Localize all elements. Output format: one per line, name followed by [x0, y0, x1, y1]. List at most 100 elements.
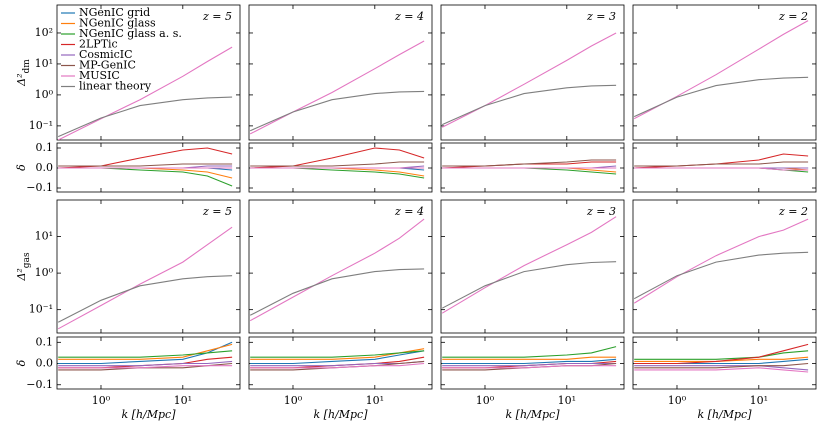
series-line [58, 167, 233, 187]
series-group [634, 153, 809, 173]
x-axis-label: k [h/Mpc] [505, 408, 560, 421]
panel-frame [56, 4, 241, 141]
series-line [442, 167, 617, 175]
series-line [250, 167, 425, 179]
series-line [442, 356, 617, 360]
series-line [634, 161, 809, 167]
legend-label: NGenIC glass a. s. [79, 27, 182, 40]
series-line [634, 343, 809, 365]
series-line [634, 365, 809, 371]
series-line [249, 218, 425, 322]
y-tick-label: 10⁰ [35, 266, 54, 279]
series-line [250, 350, 425, 365]
series-line [58, 167, 233, 179]
legend-label: MUSIC [79, 69, 120, 82]
series-group [250, 348, 425, 371]
panel-frame [632, 336, 817, 390]
panel: z = 2 [632, 4, 817, 141]
y-label-symbol: Δ² [15, 73, 28, 86]
series-line [633, 218, 809, 304]
y-label-subscript: gas [22, 252, 32, 268]
series-line [442, 161, 617, 169]
panel-frame [56, 142, 241, 193]
panel: z = 4 [248, 199, 433, 334]
x-axis-label: k [h/Mpc] [697, 408, 752, 421]
panel-frame [632, 4, 817, 141]
panel-frame [248, 142, 433, 193]
series-line [442, 159, 617, 167]
series-line [58, 360, 233, 367]
series-line [442, 362, 617, 367]
y-label-subscript: dm [22, 59, 32, 74]
y-tick-label: 10⁻¹ [29, 303, 53, 316]
series-group [441, 32, 617, 128]
x-tick-label: 10¹ [174, 394, 192, 407]
series-line [57, 226, 233, 330]
series-group [57, 226, 233, 330]
x-tick-label: 10⁰ [92, 394, 111, 407]
series-line [57, 275, 233, 323]
x-tick-label: 10¹ [558, 394, 576, 407]
panel-title: z = 2 [778, 10, 808, 23]
series-line [441, 216, 617, 314]
panel-title: z = 3 [586, 205, 616, 218]
panel-frame [248, 199, 433, 334]
series-group [633, 20, 809, 120]
y-axis-label: δ [15, 359, 28, 366]
y-tick-label: −0.1 [26, 181, 53, 194]
series-line [58, 341, 233, 365]
series-line [249, 268, 425, 316]
y-label-symbol: Δ² [15, 268, 28, 281]
series-line [58, 163, 233, 167]
panel-frame [440, 336, 625, 390]
panel-frame [56, 199, 241, 334]
x-tick-label: 10⁰ [476, 394, 495, 407]
panel-frame [440, 142, 625, 193]
panel-title: z = 4 [394, 205, 424, 218]
x-axis-label: k [h/Mpc] [313, 408, 368, 421]
y-label-symbol: δ [15, 359, 28, 366]
series-line [634, 356, 809, 362]
panel-frame [248, 336, 433, 390]
y-tick-label: 0.0 [36, 357, 54, 370]
series-line [442, 358, 617, 365]
series-group [58, 341, 233, 371]
x-tick-label: 10⁰ [284, 394, 303, 407]
panel [440, 142, 625, 193]
panel: 0.1 0.0 −0.1 [26, 141, 241, 194]
panel-frame [440, 4, 625, 141]
x-axis-label: k [h/Mpc] [121, 408, 176, 421]
legend-label: NGenIC glass [79, 17, 156, 30]
x-tick-label: 10⁰ [668, 394, 687, 407]
series-line [250, 350, 425, 358]
series-line [57, 96, 233, 138]
series-line [58, 365, 233, 369]
series-line [441, 84, 617, 126]
series-line [633, 76, 809, 118]
x-tick-label: 10¹ [366, 394, 384, 407]
series-group [58, 147, 233, 187]
y-tick-label: 10¹ [35, 57, 53, 70]
y-axis-label: Δ²dm [15, 59, 32, 87]
legend-label: 2LPTic [79, 38, 118, 51]
y-axis-label: Δ²gas [15, 252, 32, 281]
series-line [634, 367, 809, 373]
panel: z = 3 [440, 199, 625, 334]
panel-title: z = 2 [778, 205, 808, 218]
y-tick-label: 10⁰ [35, 88, 54, 101]
y-label-symbol: δ [15, 164, 28, 171]
panel-title: z = 3 [586, 10, 616, 23]
y-tick-label: 10¹ [35, 230, 53, 243]
series-group [57, 46, 233, 140]
series-line [442, 362, 617, 371]
panel-frame [632, 199, 817, 334]
panel: z = 2 [632, 199, 817, 334]
panel-title: z = 5 [202, 205, 232, 218]
series-line [58, 350, 233, 358]
series-line [58, 343, 233, 360]
series-line [633, 251, 809, 300]
